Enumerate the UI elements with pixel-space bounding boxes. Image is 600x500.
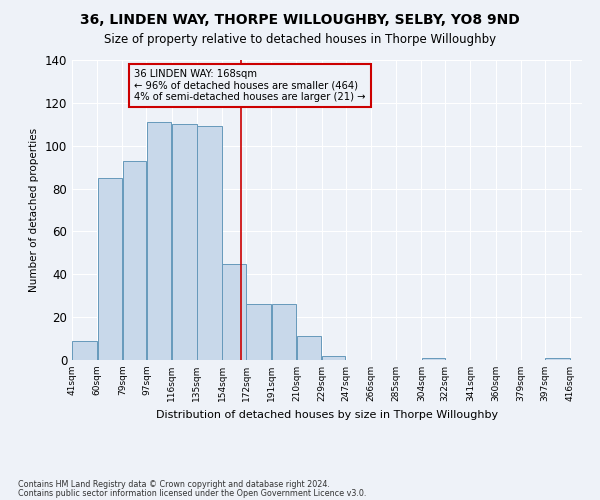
Bar [98, 178, 122, 360]
Text: Contains public sector information licensed under the Open Government Licence v3: Contains public sector information licen… [18, 489, 367, 498]
Bar [172, 124, 197, 360]
Bar [545, 358, 570, 360]
Bar [422, 358, 445, 360]
Bar [197, 126, 222, 360]
Y-axis label: Number of detached properties: Number of detached properties [29, 128, 39, 292]
Bar [123, 160, 146, 360]
Text: Size of property relative to detached houses in Thorpe Willoughby: Size of property relative to detached ho… [104, 32, 496, 46]
Text: Contains HM Land Registry data © Crown copyright and database right 2024.: Contains HM Land Registry data © Crown c… [18, 480, 330, 489]
Bar [297, 336, 322, 360]
Bar [272, 304, 296, 360]
Bar [73, 340, 97, 360]
Text: 36 LINDEN WAY: 168sqm
← 96% of detached houses are smaller (464)
4% of semi-deta: 36 LINDEN WAY: 168sqm ← 96% of detached … [134, 68, 366, 102]
Bar [223, 264, 245, 360]
Bar [322, 356, 345, 360]
X-axis label: Distribution of detached houses by size in Thorpe Willoughby: Distribution of detached houses by size … [156, 410, 498, 420]
Text: 36, LINDEN WAY, THORPE WILLOUGHBY, SELBY, YO8 9ND: 36, LINDEN WAY, THORPE WILLOUGHBY, SELBY… [80, 12, 520, 26]
Bar [147, 122, 171, 360]
Bar [247, 304, 271, 360]
